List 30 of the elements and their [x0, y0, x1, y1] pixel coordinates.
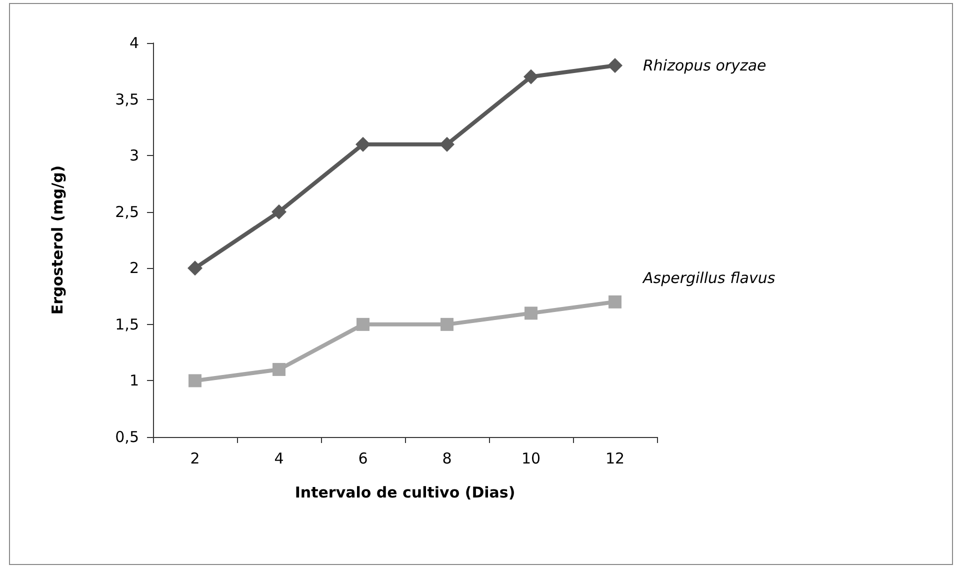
point — [524, 69, 538, 84]
point — [356, 136, 370, 152]
y-tick-label: 4 — [129, 34, 139, 52]
series-label: Aspergillus flavus — [642, 268, 776, 287]
y-tick-label: 1 — [129, 372, 139, 390]
x-axis-title: Intervalo de cultivo (Dias) — [294, 484, 516, 502]
point — [440, 136, 454, 152]
x-tick-label: 2 — [190, 450, 200, 468]
x-tick-label: 12 — [605, 450, 625, 468]
y-tick-label: 2 — [129, 259, 139, 278]
point — [608, 295, 622, 308]
y-tick-label: 1,5 — [115, 315, 139, 334]
y-tick-label: 3,5 — [115, 90, 139, 108]
point — [188, 260, 202, 276]
point — [356, 318, 370, 331]
point — [524, 306, 538, 320]
y-tick-label: 3 — [129, 146, 139, 165]
x-tick-label: 8 — [442, 450, 452, 468]
point — [272, 362, 286, 376]
series-label: Rhizopus oryzae — [643, 56, 766, 75]
point — [608, 58, 622, 74]
x-tick-label: 6 — [358, 450, 368, 468]
y-tick-label: 2,5 — [115, 202, 139, 221]
x-tick-label: 4 — [274, 450, 284, 468]
y-tick-label: 0,5 — [115, 428, 139, 446]
point — [272, 204, 286, 220]
point — [188, 374, 202, 388]
point — [440, 318, 454, 331]
y-axis-title: Ergosterol (mg/g) — [48, 165, 66, 315]
x-tick-label: 10 — [521, 450, 541, 468]
